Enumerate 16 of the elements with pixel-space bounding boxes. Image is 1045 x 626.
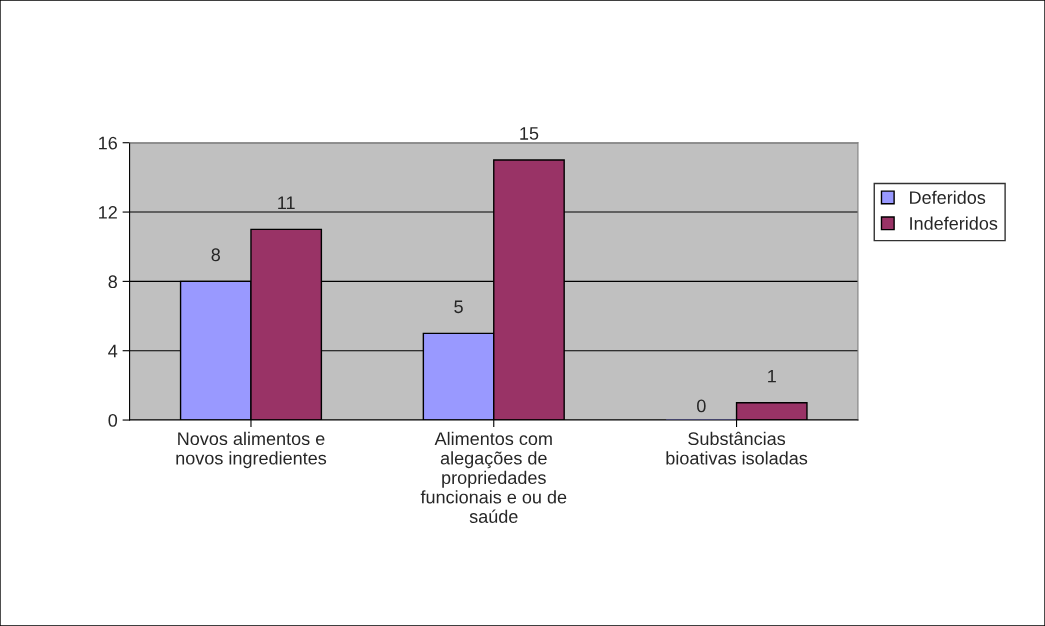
data-label: 0 — [697, 399, 706, 413]
data-label: 1 — [768, 369, 776, 383]
x-tick-label: Substâncias bioativas isoladas — [666, 431, 808, 465]
y-tick-label: 12 — [99, 205, 117, 219]
y-tick-label: 4 — [108, 344, 118, 358]
y-tick-label: 0 — [108, 413, 118, 427]
legend-label: Deferidos — [910, 190, 986, 204]
x-tick-label: Alimentos com alegações de propriedades funcionais e ou de saúde — [420, 431, 567, 523]
legend-label: Indeferidos — [910, 216, 998, 230]
data-label: 11 — [278, 196, 295, 209]
data-label: 8 — [211, 248, 221, 262]
y-tick-label: 16 — [99, 136, 117, 150]
y-tick-label: 8 — [108, 275, 117, 289]
data-label: 5 — [454, 300, 463, 314]
data-label: 15 — [520, 127, 539, 140]
x-tick-label: Novos alimentos e novos ingredientes — [176, 431, 327, 469]
